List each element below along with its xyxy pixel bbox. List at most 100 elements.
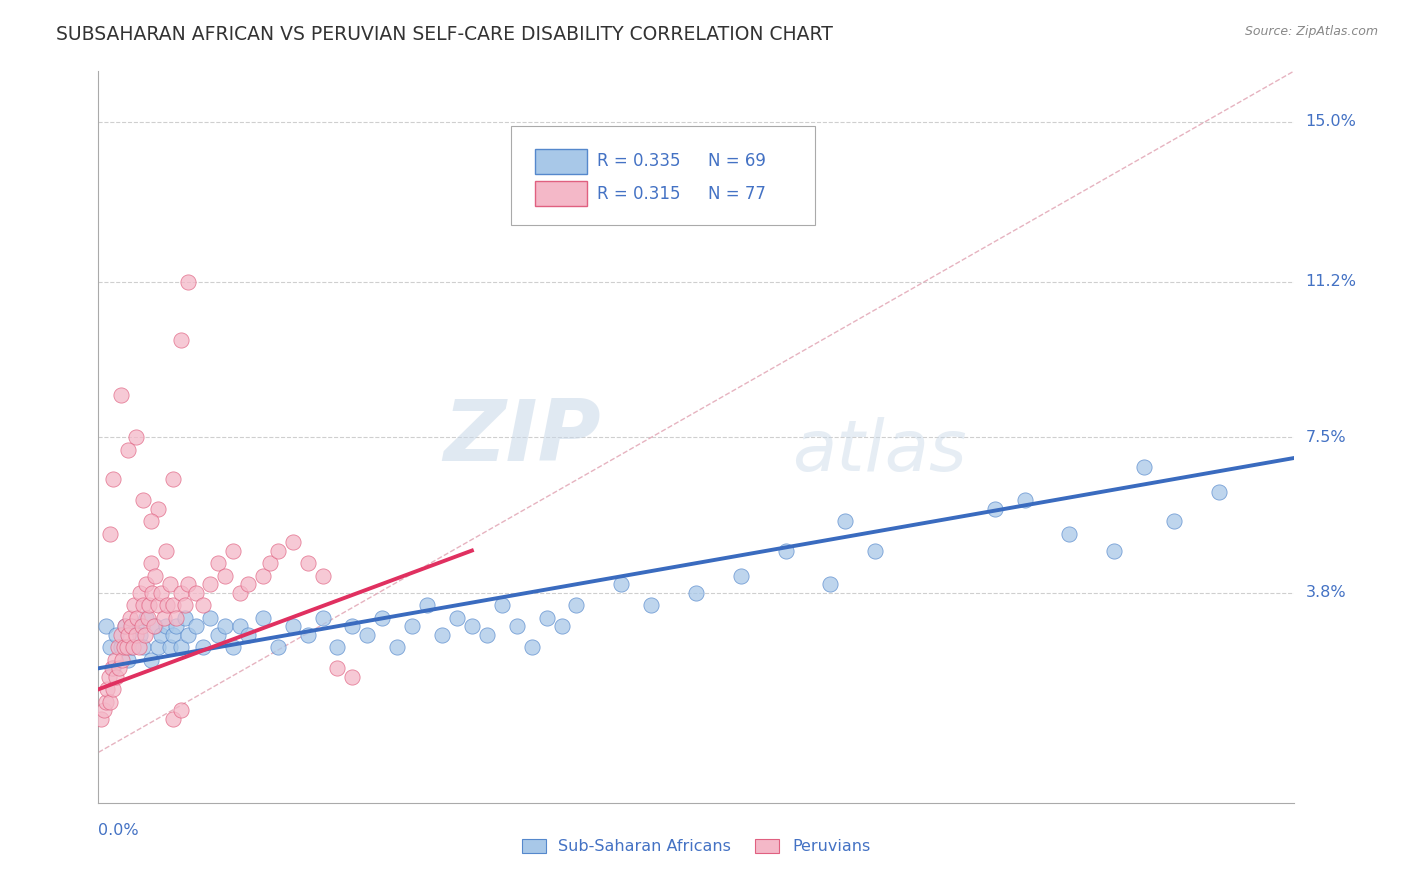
Point xyxy=(385,640,409,655)
Point xyxy=(475,627,498,641)
Text: 7.5%: 7.5% xyxy=(1306,430,1346,444)
Point xyxy=(114,619,136,633)
Point xyxy=(148,501,170,516)
Point xyxy=(685,585,707,599)
Text: N = 77: N = 77 xyxy=(709,185,766,202)
Point xyxy=(129,585,152,599)
Point xyxy=(311,611,333,625)
Point xyxy=(342,619,364,633)
Point xyxy=(94,619,117,633)
Point xyxy=(141,585,163,599)
Point xyxy=(1208,484,1230,499)
Point xyxy=(124,599,146,613)
Point xyxy=(105,627,128,641)
Point xyxy=(207,556,229,570)
Point xyxy=(98,640,122,655)
Point xyxy=(125,619,148,633)
Text: Source: ZipAtlas.com: Source: ZipAtlas.com xyxy=(1244,25,1378,38)
Point xyxy=(98,695,122,709)
Point xyxy=(125,430,148,444)
Point xyxy=(820,577,842,591)
Point xyxy=(101,661,124,675)
Point xyxy=(214,569,236,583)
Point xyxy=(550,619,572,633)
Point xyxy=(94,695,117,709)
Point xyxy=(162,472,184,486)
Point xyxy=(162,712,184,726)
Point xyxy=(1059,526,1081,541)
Point xyxy=(143,619,166,633)
FancyBboxPatch shape xyxy=(510,126,815,225)
Point xyxy=(311,569,333,583)
Point xyxy=(138,599,160,613)
Point xyxy=(108,661,131,675)
Point xyxy=(159,640,181,655)
Text: 0.0%: 0.0% xyxy=(98,823,139,838)
Point xyxy=(128,640,150,655)
Point xyxy=(267,543,290,558)
Point xyxy=(169,703,191,717)
Point xyxy=(191,640,214,655)
Point xyxy=(155,619,177,633)
Point xyxy=(139,556,162,570)
Point xyxy=(153,611,176,625)
Point xyxy=(214,619,236,633)
Point xyxy=(775,543,797,558)
Point xyxy=(117,627,139,641)
Text: 15.0%: 15.0% xyxy=(1306,114,1357,129)
Text: ZIP: ZIP xyxy=(443,395,600,479)
Point xyxy=(610,577,633,591)
Point xyxy=(236,577,259,591)
Point xyxy=(134,627,156,641)
Text: R = 0.315: R = 0.315 xyxy=(596,185,681,202)
Point xyxy=(150,627,173,641)
Point xyxy=(114,619,136,633)
Point xyxy=(446,611,468,625)
Point xyxy=(132,599,155,613)
Point xyxy=(150,585,173,599)
Point xyxy=(129,627,152,641)
Point xyxy=(90,712,112,726)
Point xyxy=(155,543,177,558)
Text: atlas: atlas xyxy=(792,417,966,486)
Point xyxy=(640,599,662,613)
Point xyxy=(730,569,752,583)
Point xyxy=(207,627,229,641)
Point xyxy=(148,599,170,613)
Point xyxy=(112,640,135,655)
Point xyxy=(565,599,588,613)
Point xyxy=(162,627,184,641)
Point xyxy=(110,640,132,655)
Point xyxy=(342,670,364,684)
Point xyxy=(104,653,127,667)
Point xyxy=(281,619,304,633)
Point xyxy=(169,640,191,655)
Point xyxy=(132,493,155,508)
Point xyxy=(267,640,290,655)
Point xyxy=(169,334,191,348)
Point xyxy=(461,619,484,633)
Point xyxy=(174,611,197,625)
Point xyxy=(430,627,453,641)
Point xyxy=(222,640,245,655)
Point xyxy=(184,585,207,599)
Point xyxy=(297,627,319,641)
Point xyxy=(1163,514,1185,528)
Point xyxy=(200,577,222,591)
FancyBboxPatch shape xyxy=(534,149,588,174)
Point xyxy=(103,682,125,697)
Point xyxy=(131,619,153,633)
Point xyxy=(118,611,141,625)
Point xyxy=(371,611,394,625)
Point xyxy=(174,599,197,613)
Point xyxy=(222,543,245,558)
Point xyxy=(1014,493,1036,508)
Point xyxy=(103,661,125,675)
Point xyxy=(506,619,529,633)
Point xyxy=(536,611,558,625)
Point xyxy=(125,627,148,641)
Point xyxy=(117,653,139,667)
Point xyxy=(356,627,378,641)
Point xyxy=(191,599,214,613)
Point xyxy=(135,577,157,591)
